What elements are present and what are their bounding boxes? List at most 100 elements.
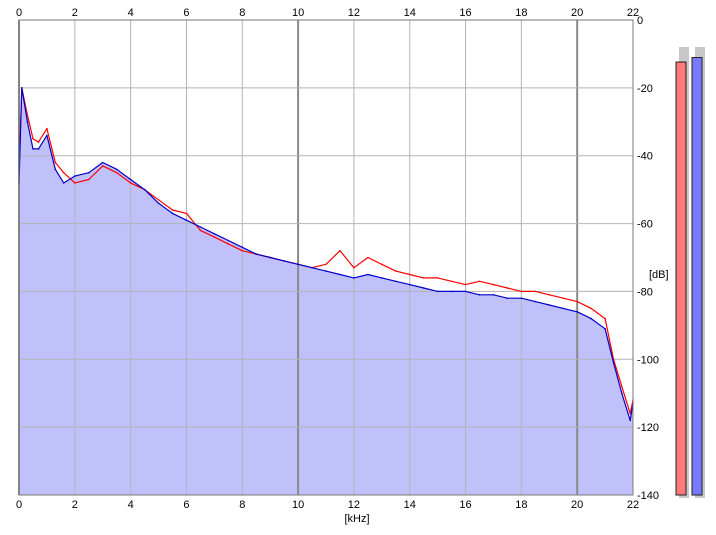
data-point: [199, 226, 202, 228]
x-tick-label-top: 22: [627, 7, 639, 19]
data-point: [436, 290, 439, 293]
data-point: [562, 297, 564, 300]
level-meter-2: [691, 57, 703, 496]
data-point: [129, 178, 132, 181]
level-meter-1: [675, 61, 687, 496]
x-tick-label-bottom: 6: [183, 499, 189, 511]
data-point: [143, 188, 146, 191]
data-point: [436, 277, 439, 279]
data-point: [297, 263, 299, 266]
data-point: [621, 385, 623, 388]
x-tick-labels-bottom: 0 2 4 6 8 10 12 14 16 18 20 22: [16, 499, 639, 511]
data-point: [54, 168, 57, 171]
data-point: [227, 239, 230, 242]
data-point: [325, 270, 327, 272]
data-point: [520, 297, 523, 300]
x-tick-label-top: 2: [72, 7, 78, 19]
x-tick-label-bottom: 8: [239, 499, 245, 511]
data-point: [62, 171, 65, 174]
data-point: [21, 87, 23, 89]
data-point: [367, 256, 369, 259]
data-point: [185, 219, 188, 221]
x-tick-label-bottom: 4: [128, 499, 134, 511]
data-point: [283, 260, 285, 262]
data-point: [520, 290, 523, 293]
x-tick-label-bottom: 18: [515, 499, 527, 511]
x-tick-label-top: 20: [571, 7, 583, 19]
data-point: [395, 270, 397, 272]
x-tick-label-top: 8: [239, 7, 245, 19]
data-point: [381, 277, 383, 279]
data-point: [534, 300, 537, 303]
data-point: [367, 273, 369, 276]
data-point: [88, 171, 90, 174]
x-tick-label-bottom: 0: [16, 499, 22, 511]
data-point: [629, 412, 631, 415]
data-point: [115, 171, 118, 174]
data-point: [241, 249, 244, 252]
data-point: [492, 283, 495, 286]
data-point: [115, 168, 118, 171]
data-point: [101, 161, 104, 164]
y-tick-label: -100: [637, 354, 659, 366]
data-point: [478, 280, 481, 283]
data-point: [74, 182, 76, 184]
data-point: [37, 148, 40, 150]
x-axis-label: [kHz]: [344, 513, 369, 525]
y-tick-label: -140: [637, 490, 659, 502]
data-point: [576, 300, 578, 303]
data-point: [227, 243, 230, 245]
data-point: [241, 246, 244, 249]
data-point: [422, 287, 425, 289]
x-tick-label-top: 6: [183, 7, 189, 19]
data-point: [311, 266, 313, 269]
data-point: [37, 141, 40, 143]
data-point: [32, 138, 34, 140]
y-tick-labels: 0 -20 -40 -60 -80 -100 -120 -140: [637, 15, 659, 502]
x-tick-label-top: 0: [16, 7, 22, 19]
data-point: [548, 294, 551, 296]
data-point: [171, 212, 174, 215]
data-point: [269, 256, 272, 259]
level-meters: [675, 47, 705, 498]
data-point: [590, 317, 592, 320]
x-tick-label-bottom: 12: [348, 499, 360, 511]
data-point: [604, 328, 606, 330]
data-point: [629, 419, 631, 422]
data-point: [450, 290, 453, 293]
data-point: [612, 361, 615, 364]
data-point: [26, 114, 29, 116]
data-point: [450, 280, 453, 283]
data-point: [381, 263, 383, 266]
x-tick-label-bottom: 14: [404, 499, 416, 511]
data-point: [54, 161, 57, 164]
data-point: [353, 266, 355, 269]
y-axis-label: [dB]: [649, 269, 669, 281]
data-point: [590, 307, 592, 310]
data-point: [464, 283, 467, 286]
data-point: [46, 134, 48, 137]
data-point: [255, 253, 257, 255]
x-tick-label-bottom: 20: [571, 499, 583, 511]
data-point: [101, 165, 104, 167]
x-tick-labels-top: 0 2 4 6 8 10 12 14 16 18 20 22: [16, 7, 639, 19]
data-point: [74, 175, 76, 177]
x-tick-label-top: 16: [459, 7, 471, 19]
data-point: [199, 229, 202, 232]
y-tick-label: -40: [637, 151, 653, 163]
data-point: [576, 311, 578, 313]
x-tick-label-top: 12: [348, 7, 360, 19]
data-point: [548, 304, 551, 306]
data-point: [353, 277, 355, 279]
data-point: [478, 294, 481, 296]
x-tick-label-bottom: 16: [459, 499, 471, 511]
data-point: [46, 127, 48, 130]
x-tick-label-top: 14: [404, 7, 416, 19]
y-tick-label: 0: [637, 15, 643, 27]
y-tick-label: -120: [637, 422, 659, 434]
data-point: [422, 277, 425, 279]
data-point: [213, 233, 216, 235]
data-point: [492, 294, 495, 296]
data-point: [171, 209, 174, 211]
data-point: [408, 273, 411, 276]
